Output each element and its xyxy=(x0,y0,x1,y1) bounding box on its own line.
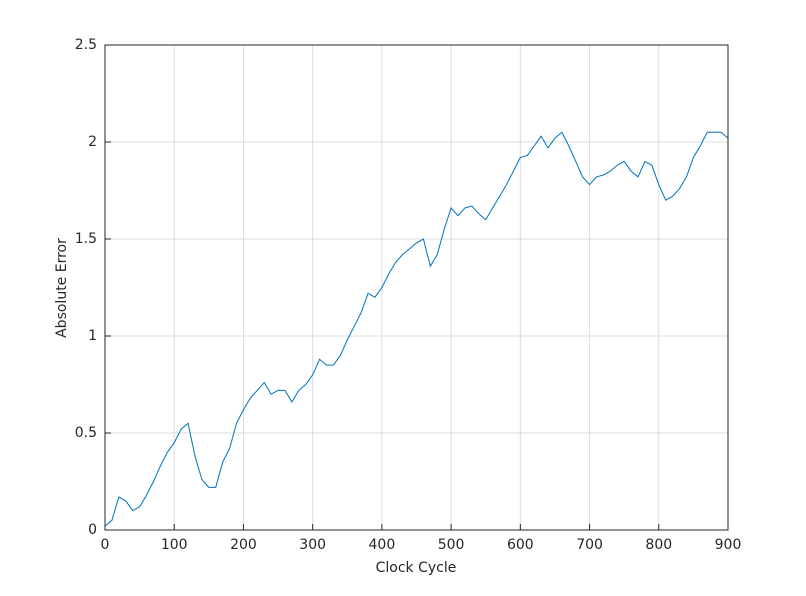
x-tick-label: 100 xyxy=(161,537,188,553)
axes-box xyxy=(104,44,729,531)
x-tick-label: 500 xyxy=(438,537,465,553)
y-axis-label: Absolute Error xyxy=(54,238,70,338)
y-tick-label: 2.5 xyxy=(75,37,97,53)
data-line xyxy=(104,131,729,527)
x-tick-label: 200 xyxy=(230,537,257,553)
y-tick-label: 0.5 xyxy=(75,425,97,441)
y-tick-label: 2 xyxy=(88,134,97,150)
x-tick-label: 300 xyxy=(299,537,326,553)
x-tick-label: 800 xyxy=(645,537,672,553)
x-tick-label: 0 xyxy=(101,537,110,553)
x-tick-label: 400 xyxy=(369,537,396,553)
x-axis-label: Clock Cycle xyxy=(376,560,457,576)
x-tick-label: 600 xyxy=(507,537,534,553)
y-tick-label: 1.5 xyxy=(75,231,97,247)
x-tick-label: 900 xyxy=(715,537,742,553)
y-tick-label: 0 xyxy=(88,522,97,538)
x-tick-label: 700 xyxy=(576,537,603,553)
y-tick-label: 1 xyxy=(88,328,97,344)
